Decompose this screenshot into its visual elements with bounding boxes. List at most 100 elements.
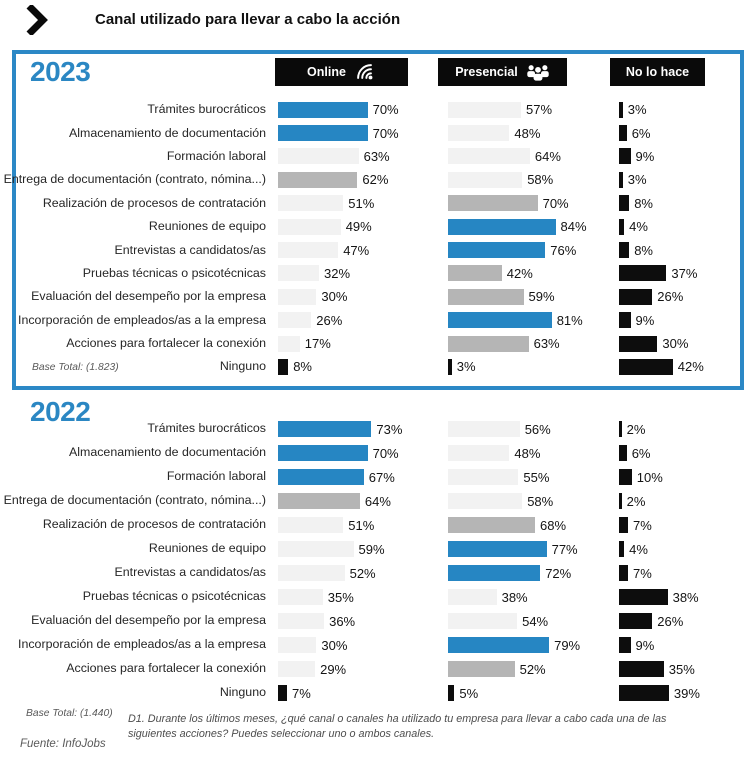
online-value-label: 70% [372,445,399,461]
footnote-line2: siguientes acciones? Puedes seleccionar … [128,727,435,740]
presencial-bar [448,421,520,437]
presencial-value-label: 77% [551,541,578,557]
online-bar [278,661,316,677]
presencial-bar-cell: 58% [442,489,613,513]
nolohace-bar [619,242,630,259]
row-label: Entrega de documentación (contrato, nómi… [3,493,266,508]
online-value-label: 30% [321,637,348,653]
nolohace-bar-cell: 30% [613,332,740,355]
nolohace-bar-cell: 35% [613,657,740,681]
nolohace-bar-cell: 9% [613,309,740,332]
presencial-bar-cell: 84% [442,215,613,238]
online-bar [278,171,358,188]
nolohace-bar-cell: 3% [613,98,740,121]
nolohace-value-label: 2% [626,493,646,509]
presencial-bar [448,218,556,235]
nolohace-value-label: 26% [657,289,684,305]
row-label: Formación laboral [166,469,266,484]
online-bar-cell: 47% [272,238,442,261]
presencial-value-label: 3% [456,359,476,375]
online-bar-cell: 70% [272,441,442,465]
online-bar-cell: 62% [272,168,442,191]
online-value-label: 7% [292,685,311,701]
online-bar [278,288,317,305]
presencial-bar [448,358,452,375]
base-total-2023: Base Total: (1.823) [32,362,119,373]
online-bar-cell: 64% [272,489,442,513]
nolohace-bar [619,421,622,437]
base-total-2022: Base Total: (1.440) [26,708,113,719]
nolohace-bar [619,517,628,533]
row-label: Pruebas técnicas o psicotécnicas [82,589,266,604]
online-bar-cell: 63% [272,145,442,168]
row-label: Acciones para fortalecer la conexión [66,661,266,676]
presencial-value-label: 63% [533,336,560,352]
presencial-bar [448,125,510,142]
nolohace-value-label: 6% [631,445,651,461]
online-bar [278,148,359,165]
people-group-icon [527,65,549,81]
nolohace-bar-cell: 8% [613,192,740,215]
nolohace-bar [619,565,628,581]
row-label: Incorporación de empleados/as a la empre… [18,312,266,327]
presencial-bar [448,469,519,485]
column-header-presencial-label: Presencial [455,65,518,79]
row-label: Reuniones de equipo [148,219,266,234]
online-value-label: 30% [321,289,348,305]
nolohace-bar-cell: 3% [613,168,740,191]
online-value-label: 59% [358,541,385,557]
presencial-bar-cell: 58% [442,168,613,191]
online-value-label: 29% [320,661,347,677]
wifi-icon [357,64,373,80]
presencial-bar-cell: 5% [442,681,613,705]
nolohace-bar [619,541,625,557]
online-bar-cell: 17% [272,332,442,355]
nolohace-bar [619,335,658,352]
online-bar-cell: 51% [272,192,442,215]
presencial-value-label: 48% [514,125,541,141]
row-label: Entrevistas a candidatos/as [114,565,266,580]
presencial-bar-cell: 42% [442,262,613,285]
presencial-bar-cell: 55% [442,465,613,489]
presencial-value-label: 68% [540,517,567,533]
nolohace-value-label: 38% [672,589,699,605]
presencial-value-label: 64% [534,148,561,164]
presencial-bar [448,242,546,259]
row-label: Almacenamiento de documentación [69,445,266,460]
nolohace-bar-cell: 7% [613,513,740,537]
online-value-label: 47% [343,242,370,258]
presencial-value-label: 84% [560,219,587,235]
question-footnote: D1. Durante los últimos meses, ¿qué cana… [128,712,698,741]
nolohace-bar [619,358,673,375]
nolohace-bar [619,637,631,653]
presencial-bar [448,335,529,352]
online-bar [278,101,368,118]
presencial-bar-cell: 48% [442,441,613,465]
nolohace-bar [619,613,653,629]
online-value-label: 51% [348,195,375,211]
row-label: Ninguno [219,359,266,374]
online-value-label: 52% [349,565,376,581]
nolohace-bar [619,685,669,701]
online-bar [278,421,372,437]
online-bar [278,517,344,533]
year-label-2023: 2023 [30,56,91,87]
online-bar [278,445,368,461]
nolohace-value-label: 8% [634,242,653,258]
nolohace-value-label: 4% [629,541,648,557]
online-bar-cell: 8% [272,355,442,378]
nolohace-bar-cell: 8% [613,238,740,261]
online-value-label: 51% [348,517,375,533]
presencial-bar [448,265,502,282]
nolohace-bar [619,265,667,282]
online-bar [278,195,344,212]
row-label: Realización de procesos de contratación [42,517,266,532]
nolohace-bar [619,445,627,461]
column-header-nolohace-label: No lo hace [625,65,690,79]
row-label: Ninguno [219,685,266,700]
online-bar [278,125,368,142]
presencial-bar [448,101,521,118]
presencial-value-label: 79% [554,637,581,653]
source-label: Fuente: InfoJobs [20,738,106,750]
presencial-bar [448,613,518,629]
